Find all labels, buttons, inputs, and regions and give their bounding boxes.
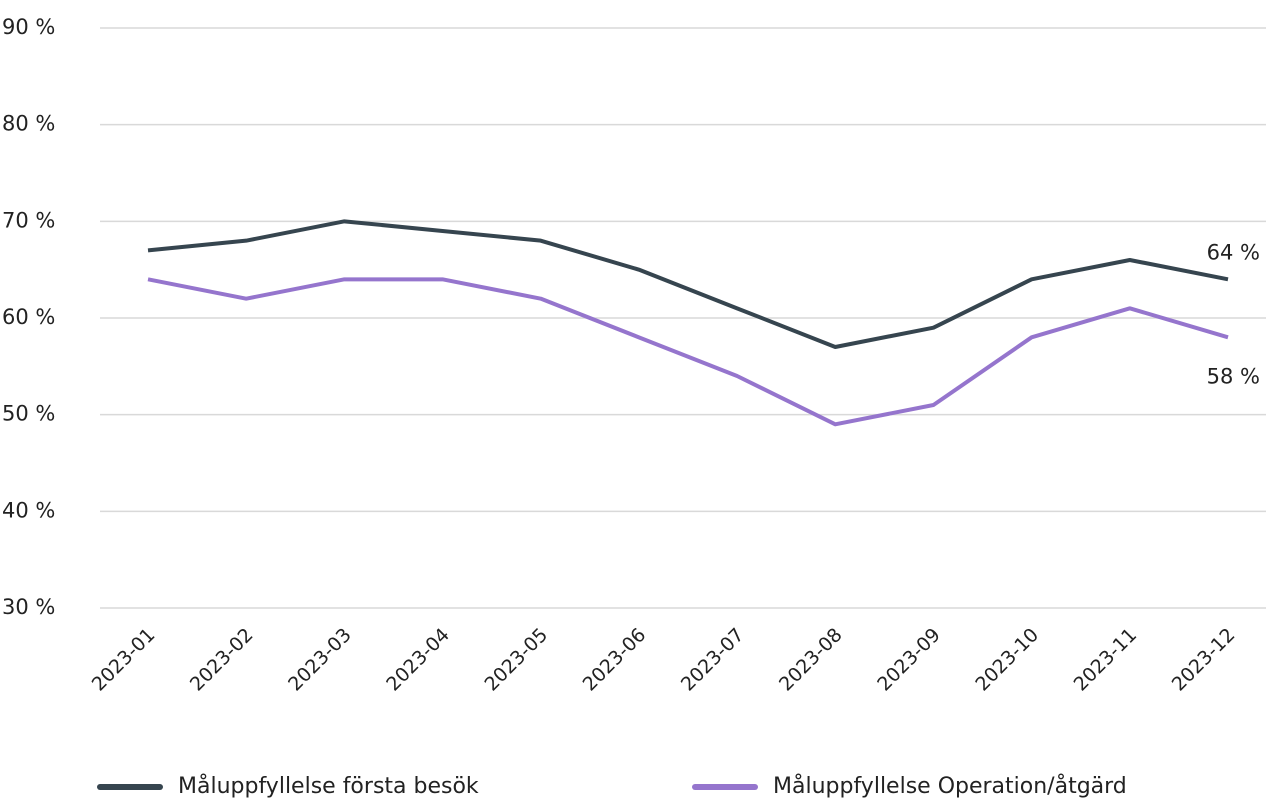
y-tick-label: 30 %	[2, 595, 55, 619]
y-tick-label: 40 %	[2, 498, 55, 522]
x-tick-label: 2023-06	[579, 624, 651, 696]
y-tick-label: 90 %	[2, 15, 55, 39]
y-tick-label: 80 %	[2, 112, 55, 136]
x-tick-label: 2023-04	[382, 624, 454, 696]
series-line	[147, 277, 1229, 427]
x-tick-label: 2023-10	[971, 624, 1043, 696]
x-tick-label: 2023-11	[1070, 624, 1142, 696]
x-tick-label: 2023-02	[186, 624, 258, 696]
legend-label: Måluppfyllelse Operation/åtgärd	[773, 773, 1127, 799]
x-tick-label: 2023-05	[480, 624, 552, 696]
x-tick-label: 2023-01	[88, 624, 160, 696]
y-tick-label: 50 %	[2, 402, 55, 426]
y-tick-label: 60 %	[2, 305, 55, 329]
series-line	[147, 219, 1229, 349]
x-tick-label: 2023-08	[775, 624, 847, 696]
x-tick-label: 2023-07	[677, 624, 749, 696]
x-tick-label: 2023-09	[873, 624, 945, 696]
data-label: 64 %	[1207, 240, 1260, 264]
data-label: 58 %	[1207, 364, 1260, 388]
legend-label: Måluppfyllelse första besök	[178, 773, 479, 799]
y-tick-label: 70 %	[2, 208, 55, 232]
x-tick-label: 2023-03	[284, 624, 356, 696]
x-tick-label: 2023-12	[1168, 624, 1240, 696]
